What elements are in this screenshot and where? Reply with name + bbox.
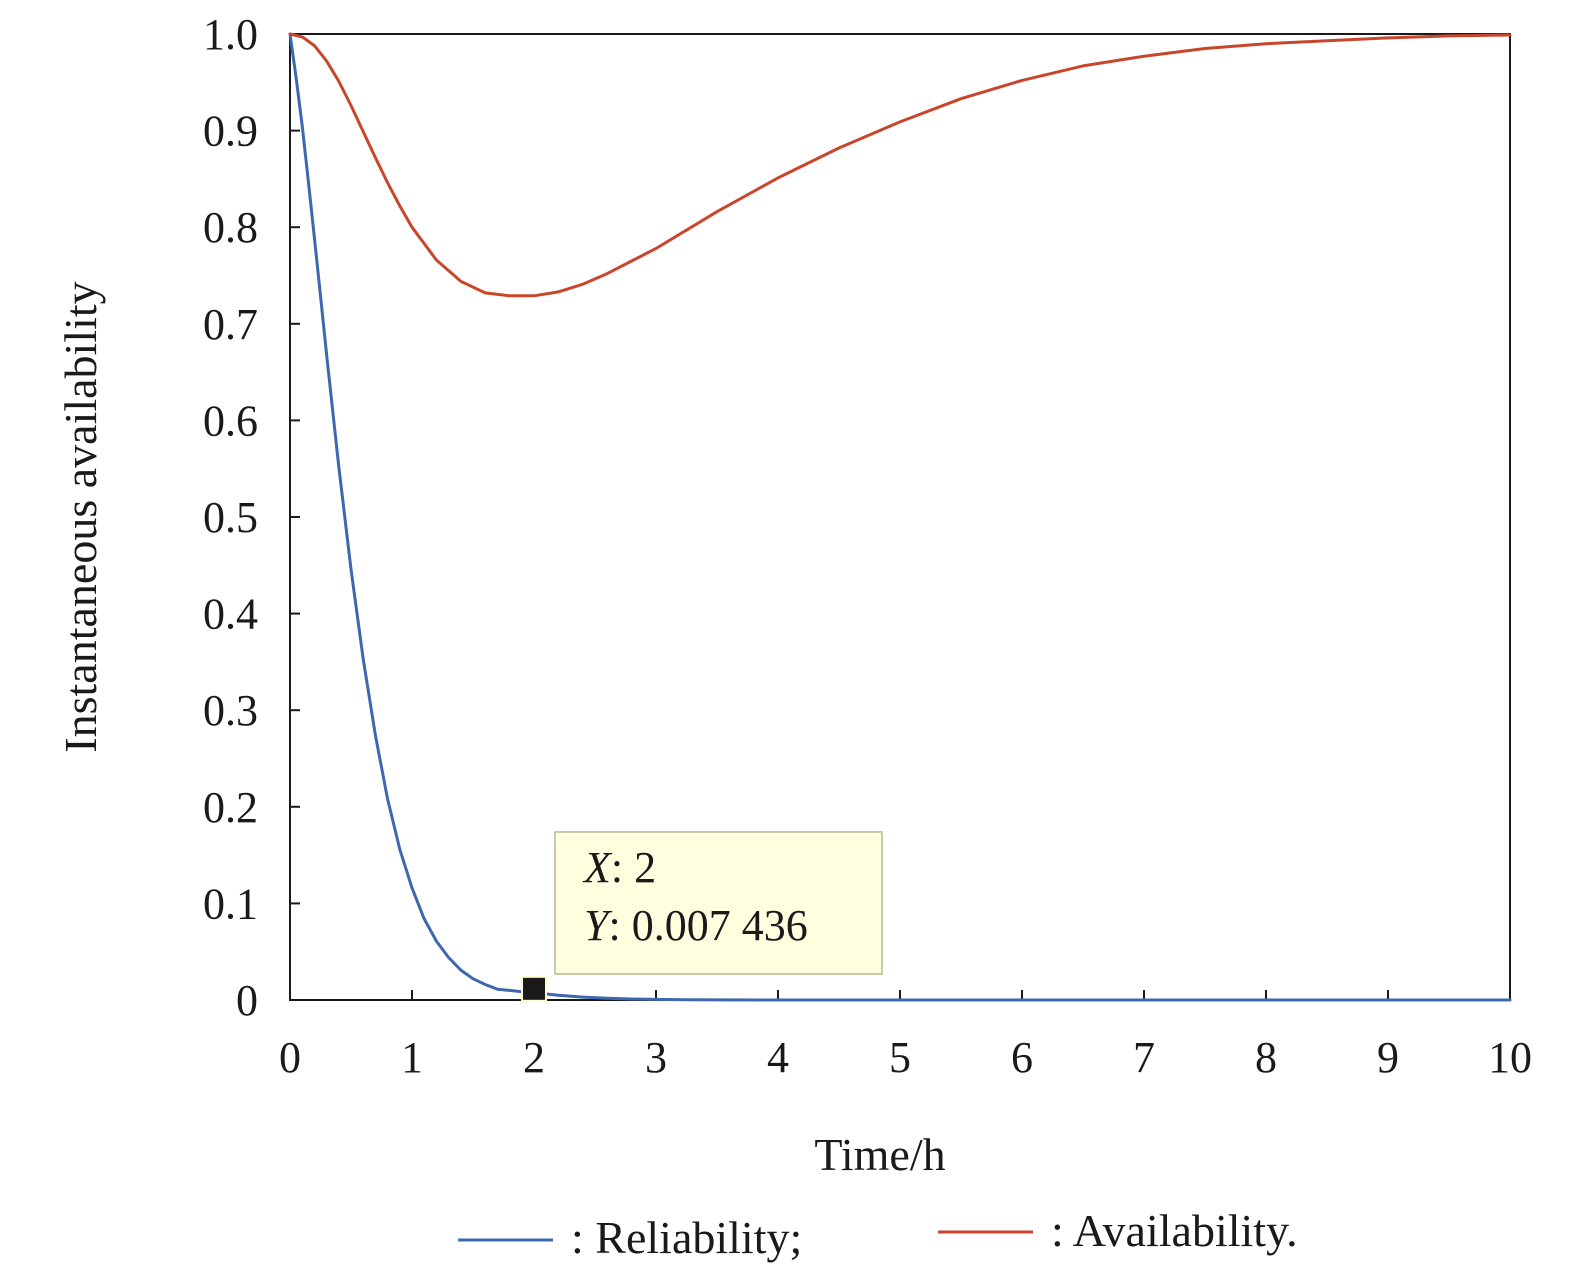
y-tick-label: 1.0 — [203, 10, 258, 59]
y-tick-label: 0.2 — [203, 783, 258, 832]
x-tick-label: 5 — [889, 1033, 911, 1082]
y-tick-label: 0.8 — [203, 203, 258, 252]
data-tip-y: Y: 0.007 436 — [584, 901, 808, 950]
data-tip-marker[interactable] — [521, 975, 547, 1002]
x-axis-ticks: 0 1 2 3 4 5 6 7 8 9 10 — [279, 990, 1532, 1082]
x-tick-label: 3 — [645, 1033, 667, 1082]
data-tip-y-label: Y — [584, 901, 613, 950]
x-tick-label: 10 — [1488, 1033, 1532, 1082]
data-tip-x-value: : 2 — [611, 843, 656, 892]
legend-label-reliability: : Reliability; — [571, 1212, 802, 1263]
x-axis-title: Time/h — [814, 1129, 945, 1180]
series-line-availability — [288, 32, 1512, 298]
y-tick-label: 0 — [236, 976, 258, 1025]
x-tick-label: 2 — [523, 1033, 545, 1082]
y-axis-title: Instantaneous availability — [55, 281, 106, 752]
legend-label-availability: : Availability. — [1051, 1205, 1298, 1256]
series-group — [288, 32, 1512, 1002]
data-tip-box — [554, 831, 883, 975]
x-tick-label: 9 — [1377, 1033, 1399, 1082]
data-tip-x: X: 2 — [582, 843, 656, 892]
data-tip-x-label: X — [582, 843, 613, 892]
x-tick-label: 8 — [1255, 1033, 1277, 1082]
y-tick-label: 0.1 — [203, 879, 258, 928]
y-tick-label: 0.7 — [203, 300, 258, 349]
plot-area — [289, 33, 1511, 1001]
x-tick-label: 4 — [767, 1033, 789, 1082]
y-tick-label: 0.5 — [203, 493, 258, 542]
data-tip: X: 2 Y: 0.007 436 — [554, 831, 883, 975]
y-tick-label: 0.4 — [203, 590, 258, 639]
data-tip-y-value: : 0.007 436 — [608, 901, 807, 950]
x-tick-label: 7 — [1133, 1033, 1155, 1082]
y-tick-label: 0.6 — [203, 396, 258, 445]
y-axis-ticks: 0 0.1 0.2 0.3 0.4 0.5 0.6 0.7 0.8 0.9 1.0 — [203, 10, 300, 1025]
series-line-reliability — [288, 32, 1512, 1002]
x-tick-label: 0 — [279, 1033, 301, 1082]
x-tick-label: 1 — [401, 1033, 423, 1082]
legend: : Reliability; : Availability. — [458, 1205, 1298, 1263]
y-tick-label: 0.9 — [203, 107, 258, 156]
x-tick-label: 6 — [1011, 1033, 1033, 1082]
y-tick-label: 0.3 — [203, 686, 258, 735]
